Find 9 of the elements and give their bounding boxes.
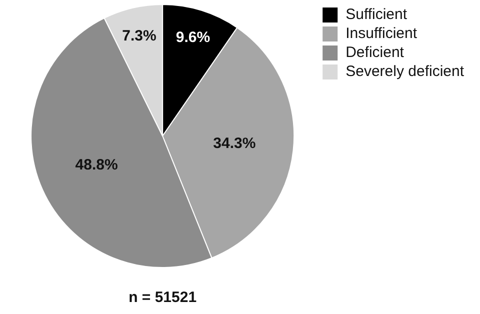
data-label: 7.3% [122,27,156,44]
legend-label: Severely deficient [346,63,465,80]
data-label: 34.3% [213,135,256,152]
legend-label: Sufficient [346,6,408,24]
legend-label: Insufficient [346,25,418,42]
text: n = 51521 [128,289,197,306]
legend-label: Deficient [346,44,405,62]
data-label: 48.8% [75,156,118,174]
data-label: 9.6% [176,29,210,46]
